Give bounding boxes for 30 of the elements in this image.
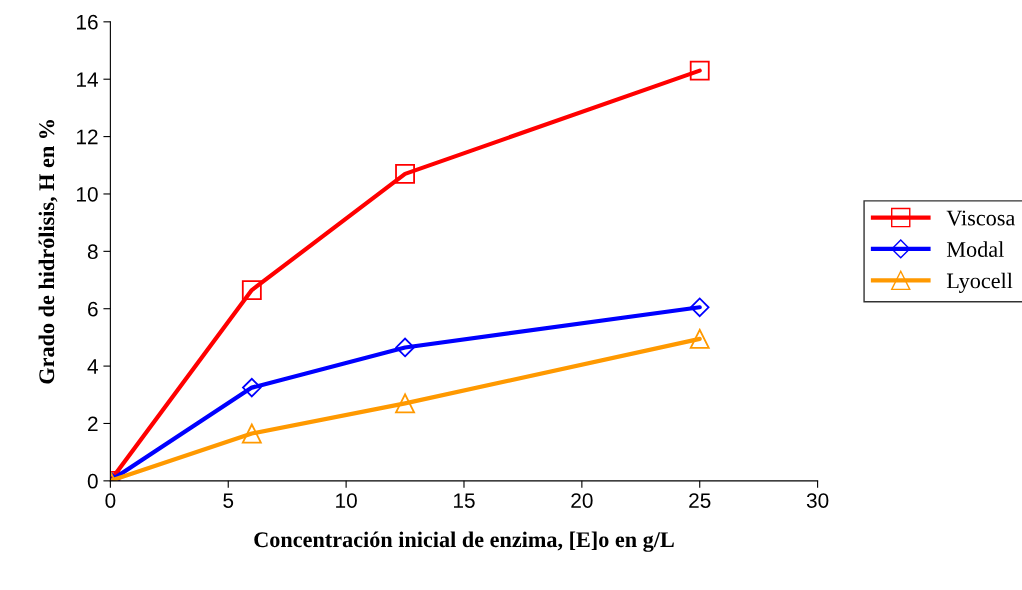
legend-label: Modal bbox=[946, 241, 1004, 257]
x-tick-label: 15 bbox=[453, 493, 475, 508]
point bbox=[241, 423, 262, 444]
legend-label: Lyocell bbox=[946, 272, 1013, 293]
point bbox=[395, 337, 415, 358]
y-tick-label: 6 bbox=[88, 301, 98, 317]
y-tick-label: 10 bbox=[76, 186, 98, 202]
y-tick-label: 4 bbox=[87, 359, 98, 374]
x-tick-label: 0 bbox=[105, 493, 116, 508]
point bbox=[241, 280, 262, 301]
point bbox=[242, 377, 262, 398]
point bbox=[689, 297, 710, 318]
y-tick-label: 0 bbox=[87, 473, 98, 489]
point bbox=[689, 60, 710, 81]
legend-label: Viscosa bbox=[946, 210, 1016, 226]
x-tick-label: 10 bbox=[336, 493, 357, 508]
x-tick-label: 20 bbox=[571, 493, 593, 508]
y-tick-label: 12 bbox=[76, 129, 98, 145]
y-tick-label: 16 bbox=[76, 14, 98, 30]
x-axis-title: Concentración inicial de enzima, [E]o en g/L bbox=[254, 531, 674, 552]
x-tick-label: 25 bbox=[689, 493, 711, 508]
point bbox=[395, 163, 415, 184]
x-tick-label: 5 bbox=[223, 493, 234, 508]
point bbox=[395, 393, 415, 414]
y-axis-title: Grado de hidrólisis, H en % bbox=[38, 120, 58, 384]
point bbox=[689, 328, 710, 349]
y-tick-label: 2 bbox=[88, 416, 98, 432]
y-tick-label: 14 bbox=[76, 72, 98, 87]
x-tick-label: 30 bbox=[806, 493, 829, 508]
y-tick-label: 8 bbox=[87, 244, 98, 260]
